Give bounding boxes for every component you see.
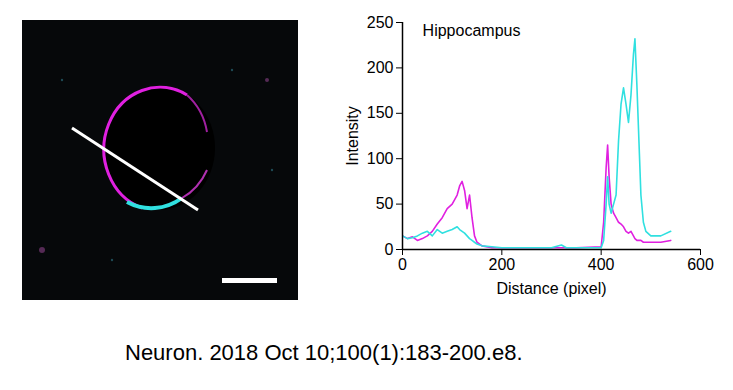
html-text:Neuron. 2018 Oct 10;100(1):183: Neuron. 2018 Oct 10;100(1):183-200.e8. xyxy=(125,340,523,365)
svg-text:0: 0 xyxy=(385,241,394,258)
svg-text:Hippocampus: Hippocampus xyxy=(423,22,521,39)
svg-text:Distance (pixel): Distance (pixel) xyxy=(496,280,606,297)
svg-text:200: 200 xyxy=(488,256,515,273)
svg-text:600: 600 xyxy=(687,256,714,273)
svg-text:50: 50 xyxy=(376,195,394,212)
svg-text:Intensity: Intensity xyxy=(344,106,361,166)
svg-text:150: 150 xyxy=(367,104,394,121)
svg-text:0: 0 xyxy=(398,256,407,273)
svg-text:250: 250 xyxy=(367,14,394,31)
svg-text:400: 400 xyxy=(588,256,615,273)
svg-text:200: 200 xyxy=(367,59,394,76)
svg-text:100: 100 xyxy=(367,150,394,167)
